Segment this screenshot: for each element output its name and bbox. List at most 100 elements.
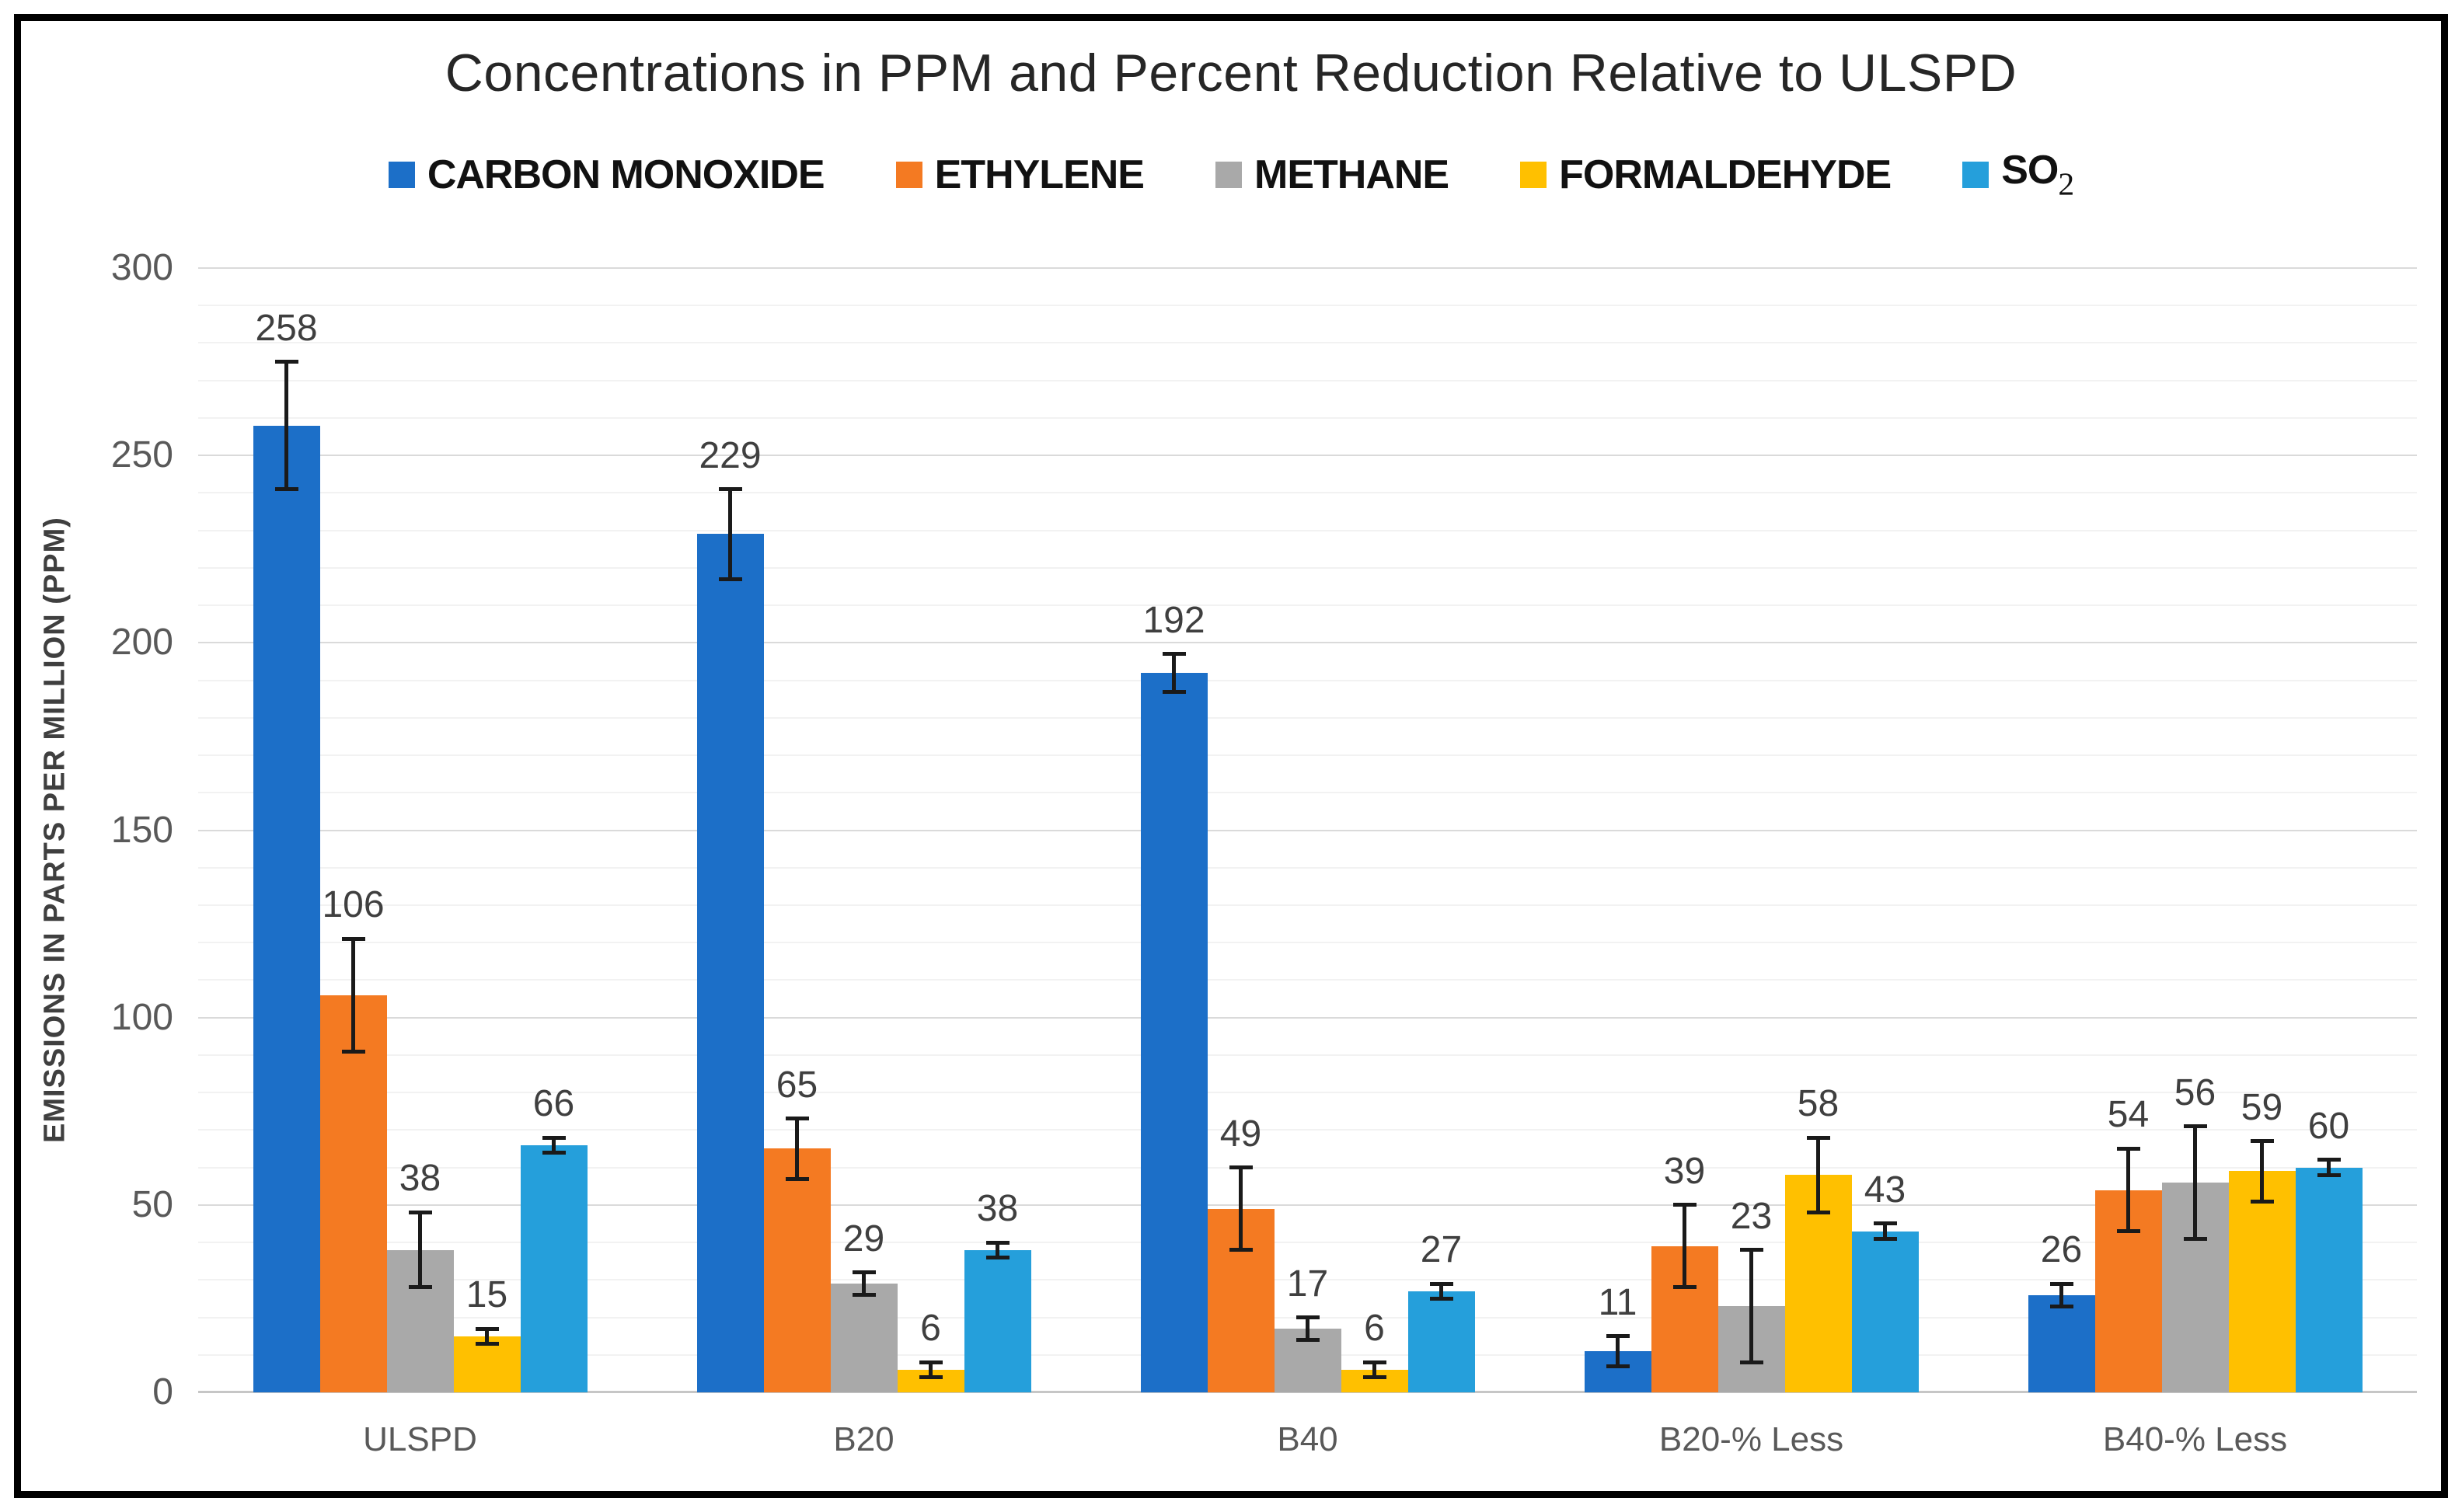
- legend-item: ETHYLENE: [895, 152, 1145, 198]
- legend-label: METHANE: [1254, 152, 1449, 197]
- error-bar: [1306, 1317, 1309, 1340]
- x-axis-category-labels: ULSPD B20 B40 B20-% Less B40-% Less: [198, 1420, 2417, 1467]
- data-label: 106: [322, 884, 385, 926]
- data-label: 23: [1730, 1195, 1773, 1237]
- error-bar-cap: [1296, 1337, 1320, 1342]
- gridline: [198, 1092, 2417, 1094]
- y-tick-label: 50: [131, 1183, 173, 1225]
- error-bar: [2059, 1284, 2063, 1307]
- legend-item: SO2: [1962, 147, 2074, 203]
- data-label: 6: [920, 1308, 941, 1350]
- legend-label: SO2: [2001, 148, 2074, 202]
- gridline: [198, 492, 2417, 494]
- gridline: [198, 942, 2417, 944]
- error-bar: [1239, 1167, 1243, 1250]
- data-label: 54: [2107, 1094, 2150, 1136]
- error-bar: [284, 361, 288, 489]
- error-bar-cap: [852, 1270, 876, 1275]
- gridline: [198, 979, 2417, 981]
- error-bar: [2193, 1126, 2197, 1239]
- gridline: [198, 416, 2417, 419]
- error-bar-cap: [785, 1176, 809, 1181]
- x-category-label: B40-% Less: [2102, 1420, 2288, 1458]
- data-label: 258: [255, 307, 318, 349]
- gridline: [198, 716, 2417, 719]
- error-bar-cap: [985, 1240, 1010, 1245]
- data-label: 59: [2241, 1086, 2283, 1128]
- legend-label: ETHYLENE: [934, 152, 1145, 197]
- chart-title: Concentrations in PPM and Percent Reduct…: [445, 44, 2017, 103]
- legend-swatch-icon: [895, 161, 922, 188]
- error-bar-cap: [1806, 1135, 1830, 1140]
- gridline: [198, 455, 2417, 457]
- error-bar-cap: [542, 1135, 566, 1140]
- error-bar-cap: [2250, 1139, 2274, 1144]
- error-bar-cap: [274, 360, 298, 364]
- y-tick-label: 250: [110, 434, 173, 476]
- data-label: 6: [1364, 1308, 1385, 1350]
- bar-carbon-monoxide-b20: [696, 534, 764, 1392]
- gridline: [198, 1242, 2417, 1244]
- error-bar-cap: [2183, 1124, 2207, 1129]
- x-category-label: ULSPD: [363, 1420, 477, 1458]
- error-bar: [351, 939, 355, 1052]
- error-bar-cap: [2116, 1229, 2140, 1234]
- gridline: [198, 754, 2417, 757]
- error-bar-cap: [408, 1285, 432, 1290]
- error-bar-cap: [1162, 689, 1186, 694]
- data-label: 17: [1286, 1263, 1329, 1305]
- error-bar: [1372, 1362, 1376, 1378]
- gridline: [198, 529, 2417, 531]
- error-bar: [1172, 653, 1176, 692]
- chart-frame: Concentrations in PPM and Percent Reduct…: [14, 14, 2448, 1498]
- error-bar: [1749, 1249, 1753, 1363]
- error-bar-cap: [1362, 1360, 1386, 1364]
- data-label: 27: [1420, 1229, 1463, 1271]
- y-tick-label: 100: [110, 996, 173, 1038]
- error-bar-cap: [1296, 1315, 1320, 1320]
- legend-label: FORMALDEHYDE: [1559, 152, 1892, 197]
- error-bar-cap: [852, 1293, 876, 1298]
- gridline: [198, 1016, 2417, 1019]
- error-bar-cap: [1672, 1285, 1697, 1290]
- error-bar-cap: [1873, 1221, 1897, 1226]
- error-bar-cap: [2116, 1146, 2140, 1151]
- error-bar: [1816, 1137, 1820, 1213]
- data-label: 229: [699, 434, 762, 476]
- gridline: [198, 642, 2417, 644]
- data-label: 29: [842, 1218, 885, 1259]
- gridline: [198, 1054, 2417, 1056]
- error-bar-cap: [718, 577, 742, 581]
- gridline: [198, 792, 2417, 794]
- error-bar-cap: [2183, 1236, 2207, 1241]
- legend-item: METHANE: [1215, 152, 1449, 198]
- data-label: 56: [2174, 1071, 2216, 1113]
- error-bar: [2126, 1148, 2130, 1232]
- error-bar-cap: [2049, 1304, 2073, 1308]
- error-bar-cap: [542, 1150, 566, 1155]
- gridline: [198, 604, 2417, 607]
- error-bar-cap: [1606, 1364, 1630, 1368]
- gridline: [198, 342, 2417, 344]
- bar-ethylene-b20: [763, 1148, 831, 1392]
- gridline: [198, 866, 2417, 869]
- data-label: 66: [532, 1083, 575, 1125]
- legend-swatch-icon: [1962, 161, 1989, 188]
- legend-item: CARBON MONOXIDE: [388, 152, 825, 198]
- gridline: [198, 679, 2417, 681]
- error-bar: [1616, 1336, 1620, 1367]
- data-label: 15: [466, 1274, 508, 1316]
- y-tick-label: 150: [110, 809, 173, 851]
- gridline: [198, 267, 2417, 269]
- gridline: [198, 566, 2417, 569]
- error-bar-cap: [274, 487, 298, 492]
- error-bar-cap: [2049, 1281, 2073, 1286]
- gridline: [198, 305, 2417, 307]
- error-bar: [1883, 1223, 1887, 1239]
- data-label: 38: [976, 1188, 1019, 1230]
- data-label: 43: [1864, 1169, 1906, 1211]
- error-bar-cap: [2317, 1158, 2341, 1162]
- bar-formaldehyde-b40-less: [2228, 1171, 2296, 1392]
- error-bar-cap: [1229, 1248, 1253, 1252]
- plot-area: 258 229 192 11 26 106 65 49 39 54 38 29 17 23 56 15 6 6 58…: [198, 267, 2417, 1393]
